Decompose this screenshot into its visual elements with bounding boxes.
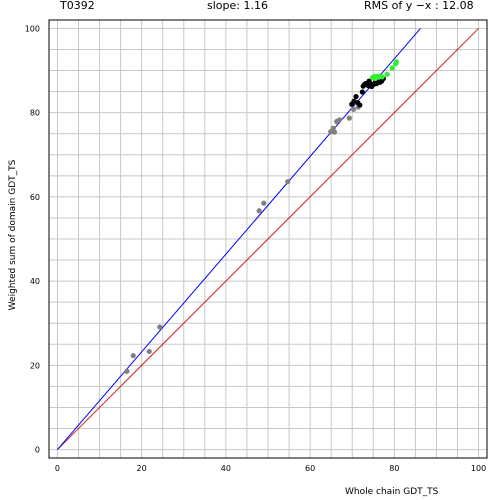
y-tick-label: 20	[30, 361, 40, 370]
identity-line	[57, 28, 479, 450]
data-point-gray	[346, 115, 352, 121]
data-point-gray	[285, 179, 291, 185]
data-point-gray	[124, 368, 130, 374]
data-point-green	[379, 74, 385, 80]
data-point-gray	[146, 348, 152, 355]
data-point-black	[357, 102, 363, 108]
x-tick-label: 100	[471, 464, 486, 473]
data-point-gray	[331, 129, 338, 135]
x-tick-label: 20	[137, 464, 147, 473]
x-tick-label: 60	[305, 464, 315, 473]
data-points	[124, 59, 400, 374]
x-tick-label: 0	[55, 464, 60, 473]
fit-line	[57, 28, 421, 450]
y-tick-label: 100	[25, 24, 40, 33]
y-tick-label: 60	[30, 193, 40, 202]
data-point-gray	[350, 106, 357, 112]
data-point-green	[389, 65, 395, 71]
data-point-gray	[256, 208, 262, 214]
plot-frame	[48, 19, 488, 459]
y-axis-label: Weighted sum of domain GDT_TS	[8, 159, 18, 310]
target-id-label: T0392	[59, 0, 95, 12]
data-point-black	[353, 94, 359, 100]
tick-labels: 0 20 40 60 80 100 0 20 40 60 80 100	[25, 24, 486, 473]
data-point-gray	[336, 117, 343, 123]
x-axis-label: Whole chain GDT_TS	[345, 487, 439, 497]
slope-label: slope: 1.16	[207, 0, 268, 12]
y-tick-label: 0	[35, 446, 40, 455]
reference-lines	[57, 28, 479, 450]
data-point-gray	[261, 200, 267, 206]
grid	[49, 20, 487, 458]
data-point-green	[384, 71, 390, 77]
rms-label: RMS of y −x : 12.08	[364, 0, 474, 12]
data-point-gray	[130, 353, 136, 359]
data-point-green	[393, 59, 400, 65]
data-point-black	[359, 89, 365, 95]
x-tick-label: 40	[221, 464, 231, 473]
y-tick-label: 40	[30, 277, 40, 286]
y-tick-label: 80	[30, 109, 40, 118]
data-point-gray	[157, 324, 163, 330]
x-tick-label: 80	[389, 464, 399, 473]
